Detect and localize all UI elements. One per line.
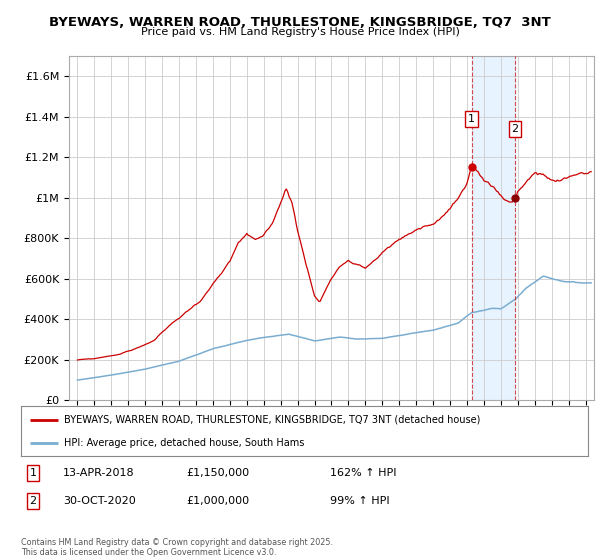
Text: BYEWAYS, WARREN ROAD, THURLESTONE, KINGSBRIDGE, TQ7 3NT (detached house): BYEWAYS, WARREN ROAD, THURLESTONE, KINGS… xyxy=(64,414,480,424)
Text: 13-APR-2018: 13-APR-2018 xyxy=(63,468,134,478)
Text: Contains HM Land Registry data © Crown copyright and database right 2025.
This d: Contains HM Land Registry data © Crown c… xyxy=(21,538,333,557)
Text: 30-OCT-2020: 30-OCT-2020 xyxy=(63,496,136,506)
Text: 2: 2 xyxy=(511,124,518,134)
Bar xyxy=(472,56,515,400)
Text: Price paid vs. HM Land Registry's House Price Index (HPI): Price paid vs. HM Land Registry's House … xyxy=(140,27,460,37)
Text: 1: 1 xyxy=(29,468,37,478)
Text: 99% ↑ HPI: 99% ↑ HPI xyxy=(330,496,389,506)
Text: £1,000,000: £1,000,000 xyxy=(186,496,249,506)
Text: 162% ↑ HPI: 162% ↑ HPI xyxy=(330,468,397,478)
Text: 1: 1 xyxy=(468,114,475,124)
Text: 2: 2 xyxy=(29,496,37,506)
Text: £1,150,000: £1,150,000 xyxy=(186,468,249,478)
Text: BYEWAYS, WARREN ROAD, THURLESTONE, KINGSBRIDGE, TQ7  3NT: BYEWAYS, WARREN ROAD, THURLESTONE, KINGS… xyxy=(49,16,551,29)
Text: HPI: Average price, detached house, South Hams: HPI: Average price, detached house, Sout… xyxy=(64,438,304,448)
